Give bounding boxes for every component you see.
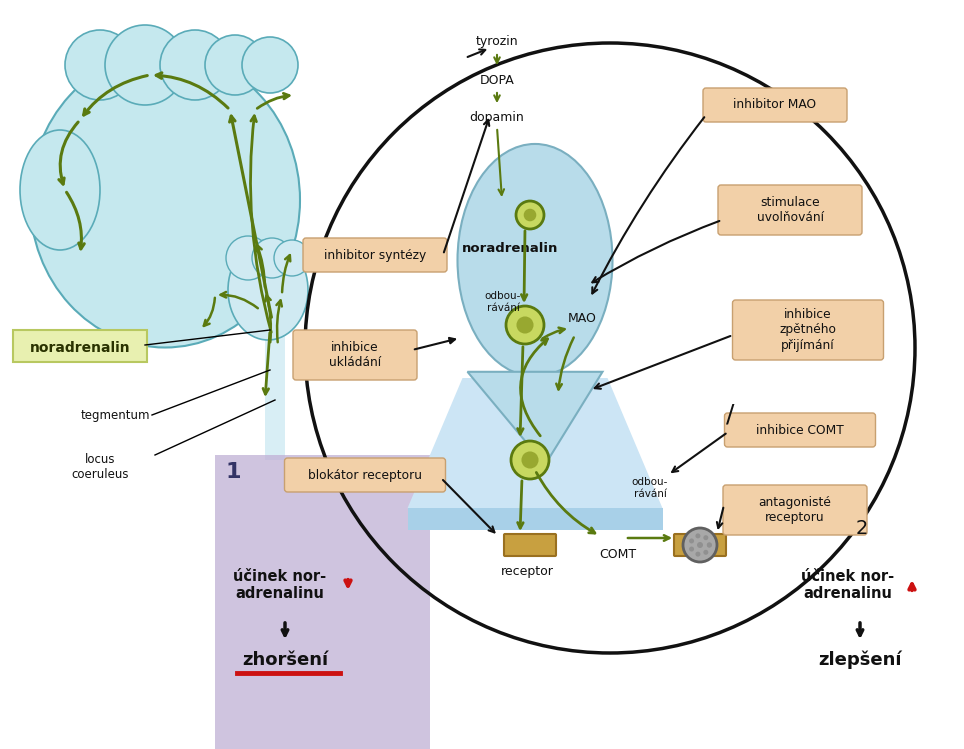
FancyBboxPatch shape (725, 413, 875, 447)
Text: účinek nor-
adrenalinu: účinek nor- adrenalinu (233, 568, 327, 601)
Text: noradrenalin: noradrenalin (462, 241, 558, 255)
FancyBboxPatch shape (504, 534, 556, 556)
Text: dopamin: dopamin (469, 111, 524, 124)
Circle shape (252, 238, 292, 278)
Polygon shape (408, 378, 662, 509)
Text: noradrenalin: noradrenalin (30, 341, 130, 355)
Polygon shape (265, 330, 285, 460)
Circle shape (274, 240, 310, 276)
Polygon shape (408, 509, 662, 530)
Circle shape (704, 550, 709, 555)
Ellipse shape (20, 130, 100, 250)
Circle shape (523, 209, 536, 221)
Polygon shape (468, 372, 602, 465)
Text: 1: 1 (226, 462, 241, 482)
FancyBboxPatch shape (303, 238, 447, 272)
Circle shape (511, 441, 549, 479)
Text: antagonisté
receptoru: antagonisté receptoru (759, 496, 831, 524)
Text: 2: 2 (856, 518, 869, 538)
Circle shape (707, 542, 711, 548)
Ellipse shape (30, 52, 300, 348)
Circle shape (695, 533, 701, 539)
FancyBboxPatch shape (733, 300, 883, 360)
Text: tyrozin: tyrozin (475, 35, 519, 49)
Circle shape (516, 201, 544, 229)
Circle shape (105, 25, 185, 105)
Circle shape (704, 536, 709, 540)
Text: účinek nor-
adrenalinu: účinek nor- adrenalinu (801, 568, 895, 601)
Circle shape (683, 528, 717, 562)
Text: /: / (726, 403, 735, 427)
FancyBboxPatch shape (13, 330, 147, 362)
Polygon shape (215, 455, 430, 749)
FancyBboxPatch shape (718, 185, 862, 235)
Circle shape (697, 542, 703, 548)
Text: odbou-
rávání: odbou- rávání (485, 291, 522, 313)
Text: MAO: MAO (568, 312, 597, 324)
Text: zhoršení: zhoršení (242, 651, 328, 669)
Circle shape (65, 30, 135, 100)
Text: receptor: receptor (500, 565, 553, 578)
Text: odbou-
rávání: odbou- rávání (631, 477, 668, 499)
Text: inhibitor MAO: inhibitor MAO (734, 99, 817, 112)
FancyBboxPatch shape (723, 485, 867, 535)
Text: DOPA: DOPA (480, 73, 515, 86)
Text: inhibice COMT: inhibice COMT (756, 423, 844, 437)
Circle shape (522, 452, 539, 469)
FancyBboxPatch shape (703, 88, 847, 122)
Circle shape (506, 306, 544, 344)
Text: zlepšení: zlepšení (818, 651, 901, 670)
FancyBboxPatch shape (284, 458, 445, 492)
Circle shape (226, 236, 270, 280)
Circle shape (205, 35, 265, 95)
Text: inhibice
ukládání: inhibice ukládání (329, 341, 381, 369)
Ellipse shape (228, 240, 308, 340)
Circle shape (695, 551, 701, 557)
Circle shape (689, 547, 694, 551)
Circle shape (242, 37, 298, 93)
FancyBboxPatch shape (674, 534, 726, 556)
Circle shape (517, 316, 533, 333)
Text: blokátor receptoru: blokátor receptoru (308, 469, 422, 482)
Text: inhibice
zpětného
přijímání: inhibice zpětného přijímání (780, 309, 837, 351)
Ellipse shape (458, 144, 612, 377)
Text: COMT: COMT (600, 548, 636, 562)
Text: inhibitor syntézy: inhibitor syntézy (324, 249, 426, 261)
Text: tegmentum: tegmentum (80, 408, 149, 422)
Circle shape (160, 30, 230, 100)
Text: locus
coeruleus: locus coeruleus (71, 453, 129, 481)
Circle shape (689, 539, 694, 544)
Text: stimulace
uvolňování: stimulace uvolňování (757, 196, 823, 224)
FancyBboxPatch shape (293, 330, 417, 380)
Circle shape (707, 542, 711, 548)
